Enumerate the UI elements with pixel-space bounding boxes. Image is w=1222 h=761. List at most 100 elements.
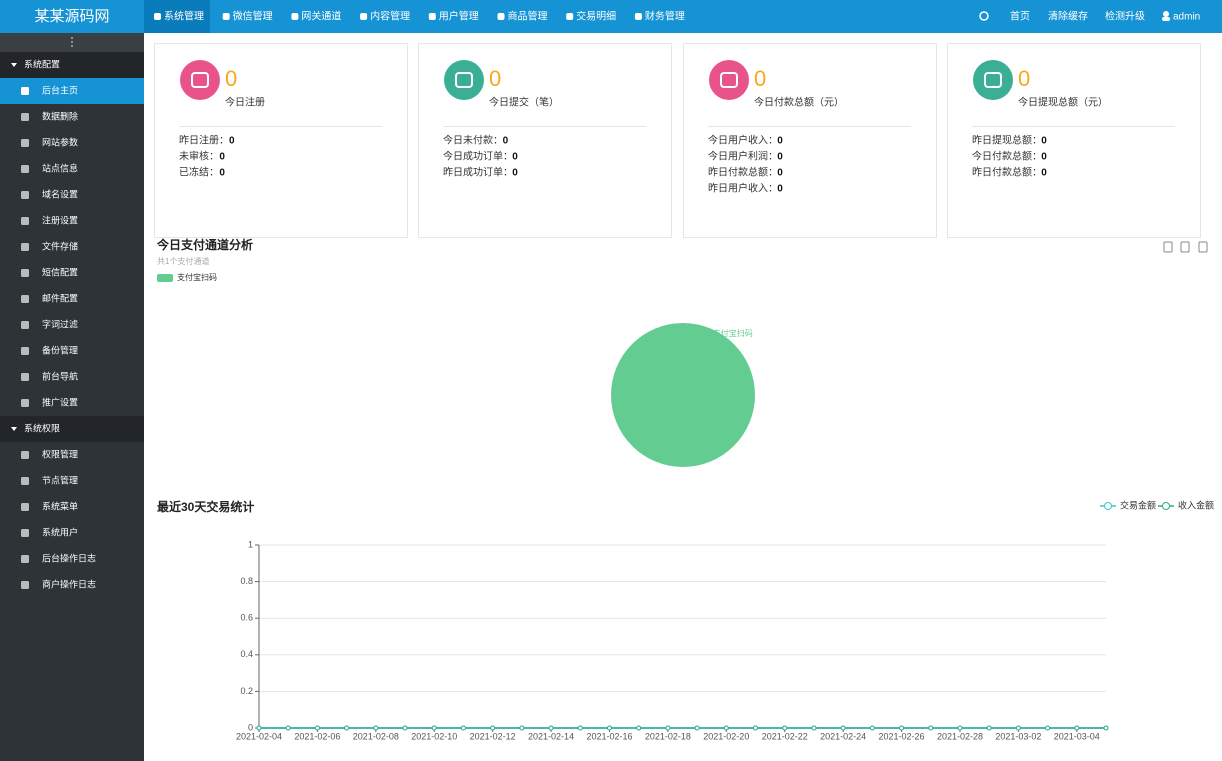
legend-label[interactable]: 交易金额	[1120, 499, 1156, 510]
menu-icon	[21, 217, 29, 225]
stat-label: 今日用户收入：	[708, 134, 778, 147]
menu-item[interactable]: 短信配置	[42, 266, 78, 277]
y-tick-label: 1	[248, 539, 253, 549]
menu-item[interactable]: 节点管理	[42, 474, 78, 485]
line-point	[723, 725, 729, 731]
refresh-icon[interactable]	[979, 11, 989, 21]
x-tick-label: 2021-03-02	[995, 731, 1041, 741]
menu-icon	[21, 113, 29, 121]
menu-icon	[21, 477, 29, 485]
line-point	[1015, 725, 1021, 731]
card-icon-glyph	[720, 72, 738, 88]
stat-value: 0	[512, 152, 518, 163]
stat-label: 昨日付款总额：	[708, 166, 778, 179]
card-count: 0	[1018, 66, 1030, 91]
header-link[interactable]: 首页	[1010, 10, 1030, 23]
menu-item[interactable]: 系统菜单	[42, 500, 78, 511]
menu-icon	[21, 451, 29, 459]
header-link[interactable]: 清除缓存	[1048, 10, 1088, 23]
toggle-dot	[71, 45, 73, 47]
toolbox-icon[interactable]	[1180, 241, 1190, 253]
toggle-dot	[71, 37, 73, 39]
menu-item[interactable]: 字词过滤	[42, 318, 78, 329]
line-point	[256, 725, 262, 731]
legend-swatch[interactable]	[157, 274, 173, 282]
chart-title: 最近30天交易统计	[157, 499, 254, 514]
y-tick-label: 0	[248, 722, 253, 732]
user-icon-body	[1162, 17, 1170, 21]
menu-item[interactable]: 邮件配置	[42, 292, 78, 303]
menu-item[interactable]: 后台主页	[42, 84, 78, 95]
nav-icon	[497, 13, 505, 20]
stat-label: 已冻结：	[179, 166, 219, 179]
line-point	[869, 725, 875, 731]
menu-item[interactable]: 权限管理	[42, 448, 78, 459]
line-point	[1103, 725, 1109, 731]
nav-icon	[428, 13, 436, 20]
menu-icon	[21, 87, 29, 95]
stat-label: 今日成功订单：	[443, 150, 513, 163]
line-point	[577, 725, 583, 731]
legend-marker[interactable]	[1104, 502, 1112, 510]
nav-icon	[291, 13, 299, 20]
legend-marker[interactable]	[1162, 502, 1170, 510]
group-arrow	[11, 63, 17, 67]
menu-icon	[21, 555, 29, 563]
menu-item[interactable]: 备份管理	[42, 344, 78, 355]
menu-item[interactable]: 注册设置	[42, 214, 78, 225]
menu-item[interactable]: 站点信息	[42, 162, 78, 173]
line-point	[840, 725, 846, 731]
sidebar	[0, 33, 144, 761]
line-point	[811, 725, 817, 731]
toolbox-icon[interactable]	[1163, 241, 1173, 253]
nav-item[interactable]: 用户管理	[439, 10, 479, 23]
x-tick-label: 2021-02-28	[937, 731, 983, 741]
pie-label: 支付宝扫码	[713, 328, 753, 338]
user-name[interactable]: admin	[1173, 12, 1200, 23]
line-point	[344, 725, 350, 731]
menu-item[interactable]: 推广设置	[42, 396, 78, 407]
x-tick-label: 2021-02-08	[353, 731, 399, 741]
stat-value: 0	[777, 136, 783, 147]
legend-label[interactable]: 支付宝扫码	[177, 272, 217, 282]
nav-item[interactable]: 内容管理	[370, 10, 410, 23]
nav-item[interactable]: 系统管理	[164, 10, 204, 23]
nav-item[interactable]: 网关通道	[301, 10, 341, 23]
nav-item[interactable]: 交易明细	[576, 10, 616, 23]
line-point	[460, 725, 466, 731]
menu-group-title: 系统权限	[24, 422, 60, 433]
stat-label: 昨日提现总额：	[972, 134, 1042, 147]
x-tick-label: 2021-03-04	[1054, 731, 1100, 741]
line-point	[782, 725, 788, 731]
menu-group[interactable]	[0, 52, 144, 78]
nav-item[interactable]: 商品管理	[508, 10, 548, 23]
nav-item[interactable]: 财务管理	[645, 10, 685, 23]
menu-icon	[21, 243, 29, 251]
nav-item[interactable]: 微信管理	[233, 10, 273, 23]
card-icon-glyph	[455, 72, 473, 88]
x-tick-label: 2021-02-06	[294, 731, 340, 741]
menu-item[interactable]: 商户操作日志	[42, 578, 96, 589]
menu-item[interactable]: 后台操作日志	[42, 552, 96, 563]
menu-item[interactable]: 文件存储	[42, 240, 78, 251]
header-link[interactable]: 检测升级	[1105, 10, 1145, 23]
menu-group[interactable]	[0, 416, 144, 442]
stat-value: 0	[777, 168, 783, 179]
toggle-dot	[71, 41, 73, 43]
menu-item[interactable]: 域名设置	[42, 188, 78, 199]
toolbox-icon[interactable]	[1198, 241, 1208, 253]
menu-item[interactable]: 数据删除	[42, 110, 78, 121]
card-count: 0	[489, 66, 501, 91]
card-icon-glyph	[984, 72, 1002, 88]
card-icon	[973, 60, 1013, 100]
menu-item[interactable]: 前台导航	[42, 370, 78, 381]
menu-item[interactable]: 网站参数	[42, 136, 78, 147]
menu-icon	[21, 295, 29, 303]
menu-icon	[21, 191, 29, 199]
menu-item[interactable]: 系统用户	[42, 526, 78, 537]
x-tick-label: 2021-02-12	[470, 731, 516, 741]
legend-label[interactable]: 收入金额	[1178, 499, 1214, 510]
line-point	[899, 725, 905, 731]
